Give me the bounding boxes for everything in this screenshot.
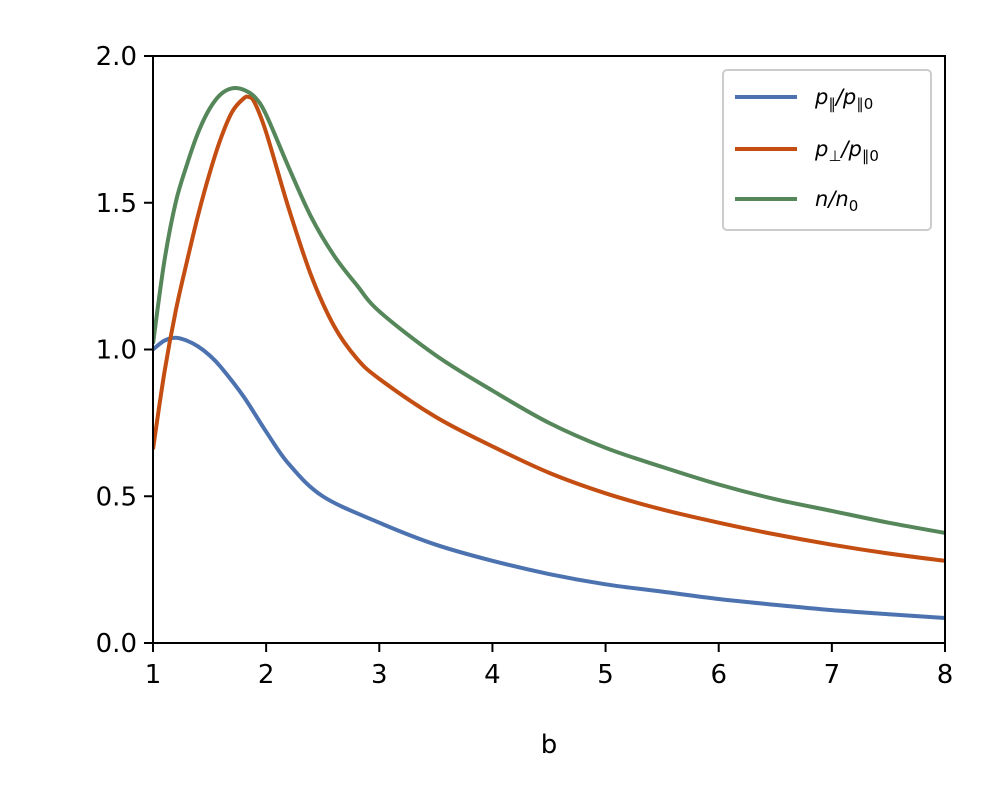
series-line-1 bbox=[153, 335, 945, 621]
x-tick-label: 7 bbox=[824, 660, 841, 690]
y-tick-label: 1.0 bbox=[96, 336, 137, 366]
y-tick-label: 1.5 bbox=[96, 189, 137, 219]
x-tick-label: 8 bbox=[937, 660, 954, 690]
legend-label-1: p∥/p∥0 bbox=[814, 85, 873, 113]
series-line-2 bbox=[153, 94, 945, 563]
x-tick-label: 4 bbox=[484, 660, 501, 690]
y-tick-label: 0.0 bbox=[96, 629, 137, 659]
x-tick-label: 3 bbox=[371, 660, 388, 690]
legend-box bbox=[722, 69, 932, 231]
x-axis-title: b bbox=[541, 730, 558, 760]
x-tick-label: 6 bbox=[710, 660, 727, 690]
y-tick-label: 0.5 bbox=[96, 482, 137, 512]
legend-label-3: n/n0 bbox=[815, 187, 858, 215]
legend: p∥/p∥0 p⊥/p∥0 n/n0 bbox=[722, 69, 932, 231]
legend-label-2: p⊥/p∥0 bbox=[814, 137, 879, 165]
x-tick-label: 1 bbox=[145, 660, 162, 690]
series-layer bbox=[153, 86, 945, 621]
x-tick-label: 5 bbox=[597, 660, 614, 690]
series-line-3 bbox=[153, 86, 945, 535]
y-tick-label: 2.0 bbox=[96, 42, 137, 72]
x-tick-label: 2 bbox=[258, 660, 275, 690]
axes-layer: 1 2 3 4 5 6 7 8 0.0 0.5 1.0 1.5 2.0 bbox=[96, 42, 954, 690]
